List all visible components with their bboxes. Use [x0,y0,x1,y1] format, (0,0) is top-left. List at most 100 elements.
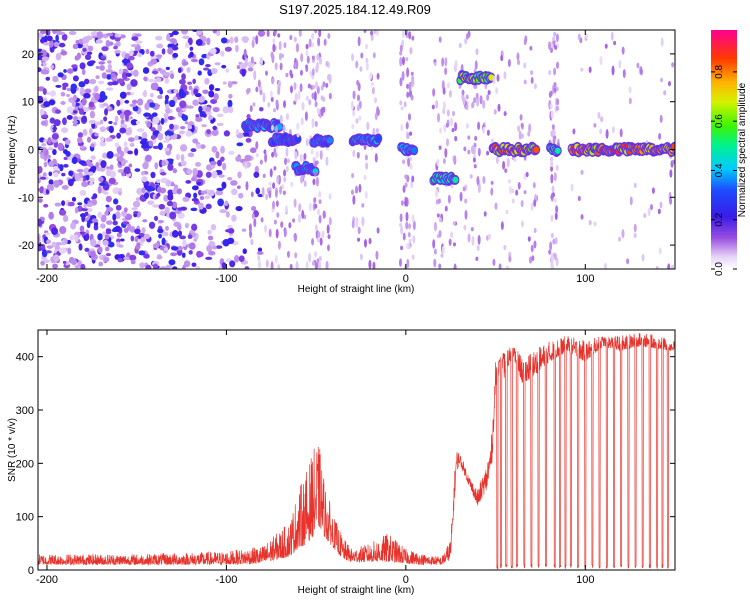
spectrogram-cell [359,66,363,72]
spectrogram-cell [352,195,356,205]
spectrogram-cell [118,187,122,192]
spectrogram-cell [400,123,404,132]
spectrogram-cell [527,236,531,242]
spectrogram-cell [216,113,224,118]
spectrogram-cell [61,172,66,177]
spectrogram-cell [294,151,298,160]
spectrogram-cell [50,64,55,70]
spectrogram-cell [196,181,202,185]
x-tick-label: -100 [215,574,237,586]
spectrogram-cell [189,51,194,58]
spectrogram-cell [308,202,312,212]
spectrogram-cell [314,224,318,232]
x-tick-label: 0 [403,574,409,586]
spectrogram-cell [95,39,103,44]
spectrogram-cell [81,115,88,123]
spectrogram-cell [308,38,312,48]
spectrogram-cell [83,203,88,209]
spectrogram-cell [314,101,318,108]
spectrogram-cell [163,247,169,251]
spectrogram-cell [231,214,237,222]
spectrogram-cell [55,84,62,88]
spectrogram-cell [279,114,283,124]
spectrogram-cell [235,205,243,212]
spectrogram-cell [506,157,510,168]
spectrogram-cell [55,52,62,61]
spectrogram-cell [167,47,174,55]
spectrogram-cell [529,45,533,51]
spectrogram-cell [305,261,309,269]
spectrogram-cell [523,62,527,69]
spectrogram-cell [119,98,124,106]
spectrogram-cell [267,101,271,108]
spectrogram-cell [317,231,321,238]
spectrogram-cell [318,214,322,224]
spectrogram-cell [81,214,86,223]
spectrogram-cell [132,200,141,208]
spectrogram-cell [317,37,321,47]
spectrogram-cell [358,115,362,121]
spectrogram-cell [180,144,188,152]
spectrogram-cell [134,228,141,235]
spectrogram-cell [433,248,437,255]
spectrogram-cell [447,194,451,204]
spectrogram-cell [283,169,287,177]
spectrogram-cell [166,33,171,42]
spectrogram-cell [126,83,132,91]
spectrogram-cell [432,239,436,249]
spectrogram-cell [254,165,259,174]
spectrogram-cell [274,62,278,71]
spectrogram-cell [328,217,332,226]
spectrogram-cell [40,49,48,57]
spectrogram-cell [115,204,122,211]
spectrogram-cell [279,62,283,71]
spectrogram-cell [629,196,633,206]
spectrogram-cell [641,253,645,262]
spectrogram-cell [351,219,355,229]
spectrogram-cell [326,224,330,234]
spectrogram-cell [98,80,105,85]
spectrogram-cell [95,75,100,79]
spectrogram-cell [316,237,320,243]
spectrogram-cell [364,154,368,161]
spectrogram-cell [300,117,304,126]
spectrogram-cell [97,211,103,218]
spectrogram-cell [186,105,194,109]
spectrogram-cell [205,203,212,210]
spectrogram-cell [46,154,51,159]
spectrogram-cell [172,266,178,269]
spectrogram-cell [47,147,54,151]
spectrogram-cell [554,237,558,245]
spectrogram-cell [148,221,156,229]
spectrogram-cell [117,257,123,263]
spectrogram-cell [105,32,114,37]
spectrogram-cell [441,245,445,254]
spectrogram-cell [311,68,315,76]
spectrogram-cell [276,123,283,131]
spectrogram-cell [194,162,202,167]
spectrogram-cell [212,245,217,250]
spectrogram-cell [72,75,79,82]
spectrogram-cell [74,264,81,269]
spectrogram-cell [136,128,145,133]
snr-plot-area [38,330,675,570]
spectrogram-cell [356,94,360,102]
spectrogram-cell [146,121,151,128]
spectrogram-cell [315,176,319,187]
spectrogram-cell [88,101,95,108]
spectrogram-cell [159,266,168,269]
spectrogram-cell [326,244,330,252]
spectrogram-cell [131,99,138,104]
spectrogram-cell [79,225,85,233]
spectrogram-cell [577,33,581,41]
spectrogram-cell [182,196,190,202]
spectrogram-cell [198,95,206,103]
spectrogram-cell [518,130,522,140]
spectrogram-cell [46,183,53,191]
spectrogram-cell [490,187,494,196]
spectrogram-cell [210,223,217,231]
spectrogram-cell [182,239,187,247]
spectrogram-cell [181,107,187,112]
spectrogram-cell [407,242,411,250]
spectrogram-cell [604,43,608,49]
